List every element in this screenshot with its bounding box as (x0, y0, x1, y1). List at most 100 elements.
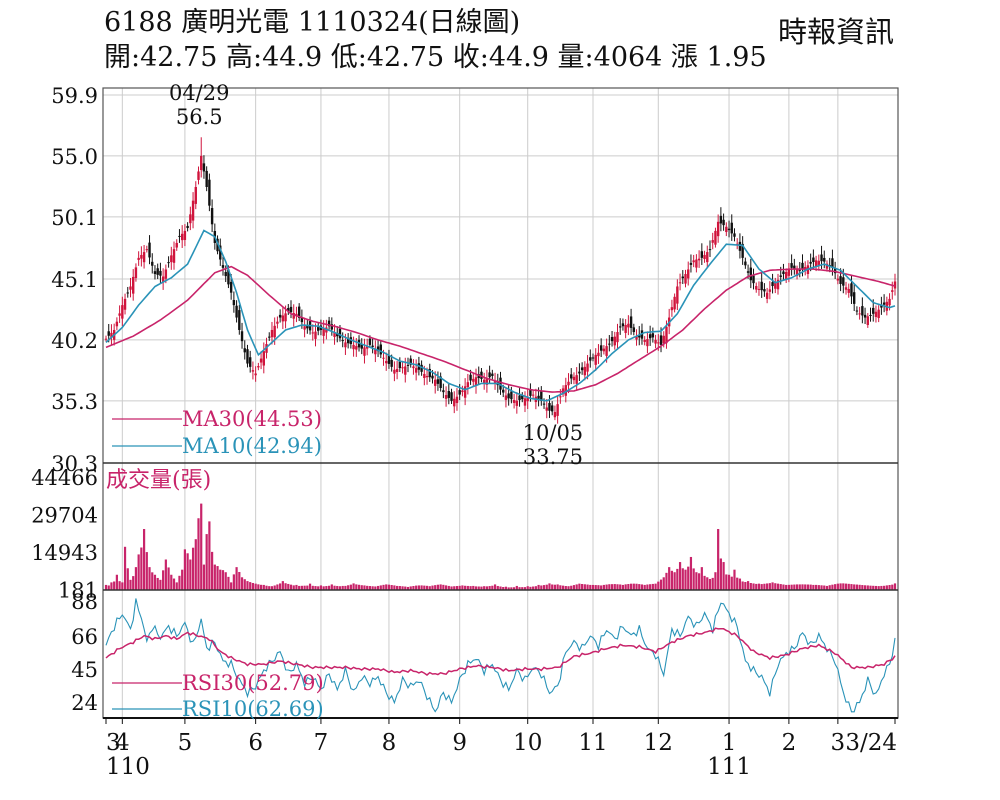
volume-bar (341, 585, 344, 590)
candle-body (306, 325, 309, 329)
volume-bar (575, 584, 578, 590)
candle-body (431, 375, 434, 379)
volume-bar (801, 584, 804, 590)
candle-body (336, 332, 339, 337)
volume-bar (711, 577, 714, 590)
volume-bar (874, 585, 878, 590)
candle-body (472, 378, 475, 382)
candle-body (749, 267, 753, 281)
candle-body (553, 412, 557, 418)
candle-body (700, 251, 704, 258)
candle-body (355, 346, 358, 350)
candle-body (703, 254, 706, 259)
candle-body (624, 325, 627, 333)
candle-body (183, 230, 187, 240)
volume-bar (619, 584, 622, 590)
candle-body (847, 288, 850, 293)
candle-body (254, 373, 257, 376)
volume-bar (137, 554, 140, 590)
volume-bar (885, 585, 888, 590)
candle-body (412, 366, 415, 369)
candle-body (365, 346, 369, 349)
volume-bar (368, 586, 372, 590)
candle-body (711, 240, 714, 243)
candle-body (719, 215, 723, 224)
candle-body (518, 395, 521, 401)
volume-bar (338, 586, 342, 590)
candle-body (784, 271, 788, 280)
candle-body (289, 306, 293, 313)
volume-bar (684, 569, 687, 590)
candle-body (548, 403, 551, 411)
volume-bar (453, 586, 456, 590)
candle-body (474, 377, 478, 387)
candle-body (757, 288, 761, 290)
candle-body (455, 396, 459, 404)
high-date-annotation: 04/29 (169, 81, 230, 105)
volume-tick-label: 14943 (31, 541, 98, 565)
volume-bar (507, 587, 510, 590)
candle-body (151, 261, 154, 266)
volume-bar (521, 587, 524, 590)
volume-bar (390, 585, 393, 590)
candle-body (537, 395, 540, 399)
candle-body (627, 323, 630, 328)
volume-bar (306, 585, 309, 590)
volume-bar (412, 585, 415, 590)
outer-frame (102, 87, 899, 719)
volume-bar (477, 586, 480, 590)
candle-body (398, 361, 402, 369)
candle-body (338, 328, 342, 339)
volume-bar (561, 585, 565, 590)
candle-body (232, 299, 236, 306)
volume-bar (706, 577, 709, 590)
candle-body (676, 286, 679, 304)
volume-bar (542, 585, 546, 590)
volume-bar (730, 576, 733, 590)
volume-bar (360, 585, 363, 590)
candle-body (461, 390, 464, 393)
candle-body (575, 375, 578, 384)
price-tick-label: 55.0 (51, 145, 98, 169)
volume-bar (211, 551, 214, 590)
volume-bar (798, 584, 801, 590)
volume-bar (659, 579, 663, 590)
volume-tick-label: 44466 (31, 466, 98, 490)
candle-body (776, 279, 780, 290)
volume-bar (488, 586, 491, 590)
volume-bar (640, 584, 644, 590)
price-tick-label: 45.1 (51, 268, 98, 292)
volume-bar (483, 586, 486, 590)
candle-body (589, 357, 592, 361)
volume-bar (425, 585, 429, 590)
candle-body (643, 339, 646, 342)
volume-bar (795, 584, 799, 590)
candle-body (322, 328, 325, 336)
candle-body (817, 260, 821, 266)
candle-body (281, 315, 285, 322)
ma-legend-label: MA10(42.94) (182, 434, 322, 458)
candle-body (202, 163, 206, 172)
rsi-tick-label: 45 (71, 658, 98, 682)
price-tick-label: 59.9 (51, 84, 98, 108)
volume-bar (504, 586, 508, 590)
rsi-tick-label: 24 (71, 691, 98, 715)
volume-bar (374, 586, 377, 590)
candle-body (793, 265, 796, 269)
volume-bar (224, 572, 227, 590)
volume-bar (221, 570, 225, 590)
year-label: 111 (707, 754, 751, 780)
volume-bar (776, 583, 780, 590)
volume-bar (167, 567, 170, 590)
volume-bar (140, 547, 143, 590)
candle-body (602, 348, 606, 352)
volume-bar (853, 584, 856, 590)
candle-body (387, 355, 391, 364)
candle-body (164, 269, 168, 279)
volume-bar (273, 585, 276, 590)
volume-bar (259, 584, 263, 590)
candle-body (379, 344, 382, 355)
volume-bar (578, 583, 581, 590)
low-value-annotation: 33.75 (523, 445, 583, 469)
candle-body (657, 342, 660, 344)
